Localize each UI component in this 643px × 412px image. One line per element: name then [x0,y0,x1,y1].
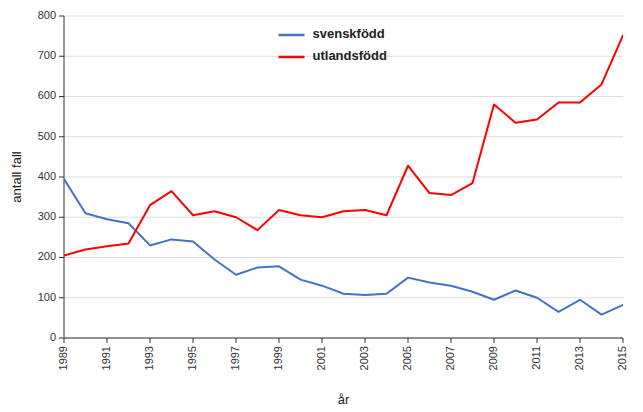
y-tick [59,217,64,218]
x-tick [279,338,280,343]
x-tick [365,338,366,343]
x-axis-title: år [338,392,350,407]
grid-line [64,136,623,137]
x-tick [494,338,495,343]
chart: 0 100 200 300 400 500 600 700 800 1989 1991 1993 199… [0,0,643,412]
x-tick [107,338,108,343]
grid-line [64,177,623,178]
grid-line [64,16,623,17]
x-tick-label: 2005 [401,346,413,370]
y-tick [59,177,64,178]
x-tick-label: 1995 [186,346,198,370]
y-axis-line [64,16,65,338]
x-tick [322,338,323,343]
grid-line [64,217,623,218]
chart-container: 0 100 200 300 400 500 600 700 800 1989 1991 1993 199… [0,0,643,412]
x-tick-label: 1993 [143,346,155,370]
x-tick-label: 1997 [229,346,241,370]
y-tick-label: 300 [38,210,56,222]
x-tick-label: 2007 [444,346,456,370]
x-tick-label: 2001 [315,346,327,370]
x-tick [150,338,151,343]
x-tick-label: 2009 [487,346,499,370]
grid-line [64,96,623,97]
y-tick [59,56,64,57]
y-tick-label: 700 [38,49,56,61]
x-tick-label: 2013 [573,346,585,370]
legend-label: utlandsfödd [313,48,387,63]
y-tick [59,136,64,137]
y-axis-title: antall fall [9,151,24,202]
grid [64,16,623,338]
x-tick [193,338,194,343]
x-tick-label: 1999 [272,346,284,370]
x-tick [451,338,452,343]
y-tick-label: 800 [38,9,56,21]
x-tick-label: 2011 [530,346,542,370]
y-tick [59,257,64,258]
plot-area [64,35,623,314]
x-axis: 1989 1991 1993 1995 1997 1999 2001 2003 2005 2007… [57,338,628,370]
x-tick-label: 2015 [616,346,628,370]
x-tick-label: 2003 [358,346,370,370]
x-tick [236,338,237,343]
series-line [64,35,623,255]
legend-swatch [279,56,305,59]
x-tick-label: 1991 [100,346,112,370]
legend-label: svenskfödd [313,26,385,41]
x-axis-line [64,338,623,339]
legend: svenskfödd utlandsfödd [279,26,387,63]
y-tick [59,338,64,339]
y-tick-label: 500 [38,130,56,142]
y-tick [59,16,64,17]
x-tick [623,338,624,343]
y-tick-label: 0 [50,331,56,343]
series-line [64,179,623,315]
x-tick-label: 1989 [57,346,69,370]
y-tick-label: 100 [38,291,56,303]
x-tick [537,338,538,343]
x-tick [408,338,409,343]
y-tick-label: 600 [38,89,56,101]
grid-line [64,338,623,339]
grid-line [64,257,623,258]
y-axis: 0 100 200 300 400 500 600 700 800 [38,9,64,343]
y-tick-label: 200 [38,250,56,262]
legend-swatch [279,34,305,37]
x-tick [64,338,65,343]
x-tick [580,338,581,343]
y-tick [59,96,64,97]
y-tick-label: 400 [38,170,56,182]
y-tick [59,297,64,298]
